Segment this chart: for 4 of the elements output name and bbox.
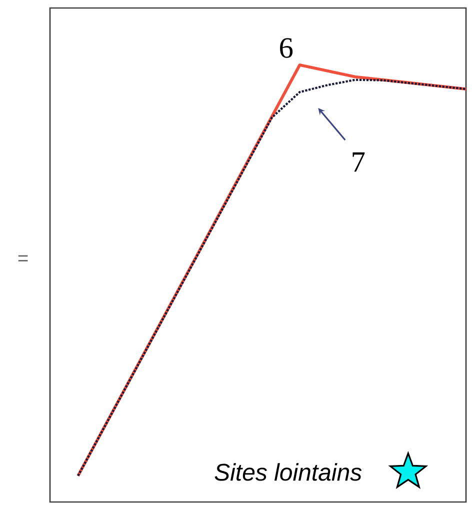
annotation: 7 — [352, 152, 365, 172]
y-axis-title: = — [18, 255, 28, 262]
annotation: Sites lointains — [214, 463, 362, 481]
text: 6 — [280, 38, 293, 58]
